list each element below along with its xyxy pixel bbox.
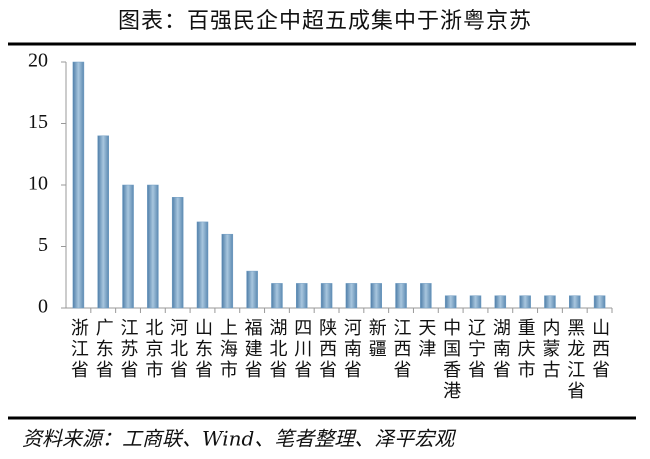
bar	[122, 184, 134, 309]
x-tick-label: 内蒙古	[539, 318, 560, 381]
y-tick-label: 0	[38, 296, 48, 318]
bar	[246, 270, 258, 309]
x-tick-label: 湖南省	[490, 318, 511, 381]
bar	[370, 283, 382, 309]
bar	[221, 233, 234, 309]
x-tick-label: 山西省	[589, 318, 610, 381]
y-tick-label: 15	[28, 111, 48, 133]
bar	[544, 295, 556, 309]
y-tick-label: 5	[38, 234, 48, 256]
y-tick-label: 20	[28, 50, 48, 72]
bar	[296, 283, 308, 309]
x-tick-label: 重庆市	[515, 318, 536, 381]
x-tick-label: 江西省	[391, 318, 412, 381]
bar	[72, 61, 85, 309]
bar	[569, 295, 581, 309]
bar	[271, 283, 283, 309]
x-tick-label: 辽宁省	[465, 318, 486, 381]
x-tick-label: 江苏省	[118, 318, 139, 381]
bar	[494, 295, 507, 309]
bar	[519, 295, 531, 309]
x-tick-label: 四川省	[291, 318, 312, 381]
chart-title: 图表：百强民企中超五成集中于浙粤京苏	[118, 9, 532, 34]
x-tick-label: 河南省	[341, 318, 362, 381]
x-tick-label: 陕西省	[316, 318, 337, 381]
x-tick-label: 山东省	[192, 318, 213, 381]
x-tick-label: 天津	[415, 318, 436, 360]
x-tick-label: 上海市	[217, 318, 238, 381]
bar	[97, 135, 109, 309]
x-tick-label: 黑龙江省	[564, 318, 585, 402]
source-note: 资料来源：工商联、Wind、笔者整理、泽平宏观	[22, 427, 456, 451]
bar	[593, 295, 606, 309]
x-tick-label: 北京市	[142, 318, 163, 381]
bar	[345, 283, 358, 309]
bar	[171, 197, 184, 309]
bar	[147, 184, 159, 309]
bar	[320, 283, 333, 309]
y-tick-label: 10	[28, 173, 48, 195]
x-tick-label: 中国香港	[440, 318, 461, 402]
x-tick-label: 河北省	[167, 318, 188, 381]
bar	[196, 221, 209, 309]
bar	[420, 283, 432, 309]
x-tick-label: 福建省	[242, 318, 263, 381]
x-tick-label: 广东省	[93, 318, 114, 381]
bar	[395, 283, 407, 309]
x-tick-label: 湖北省	[266, 318, 287, 381]
x-tick-label: 新疆	[366, 318, 387, 360]
x-tick-label: 浙江省	[68, 318, 89, 381]
bar	[469, 295, 482, 309]
bar	[444, 295, 457, 309]
